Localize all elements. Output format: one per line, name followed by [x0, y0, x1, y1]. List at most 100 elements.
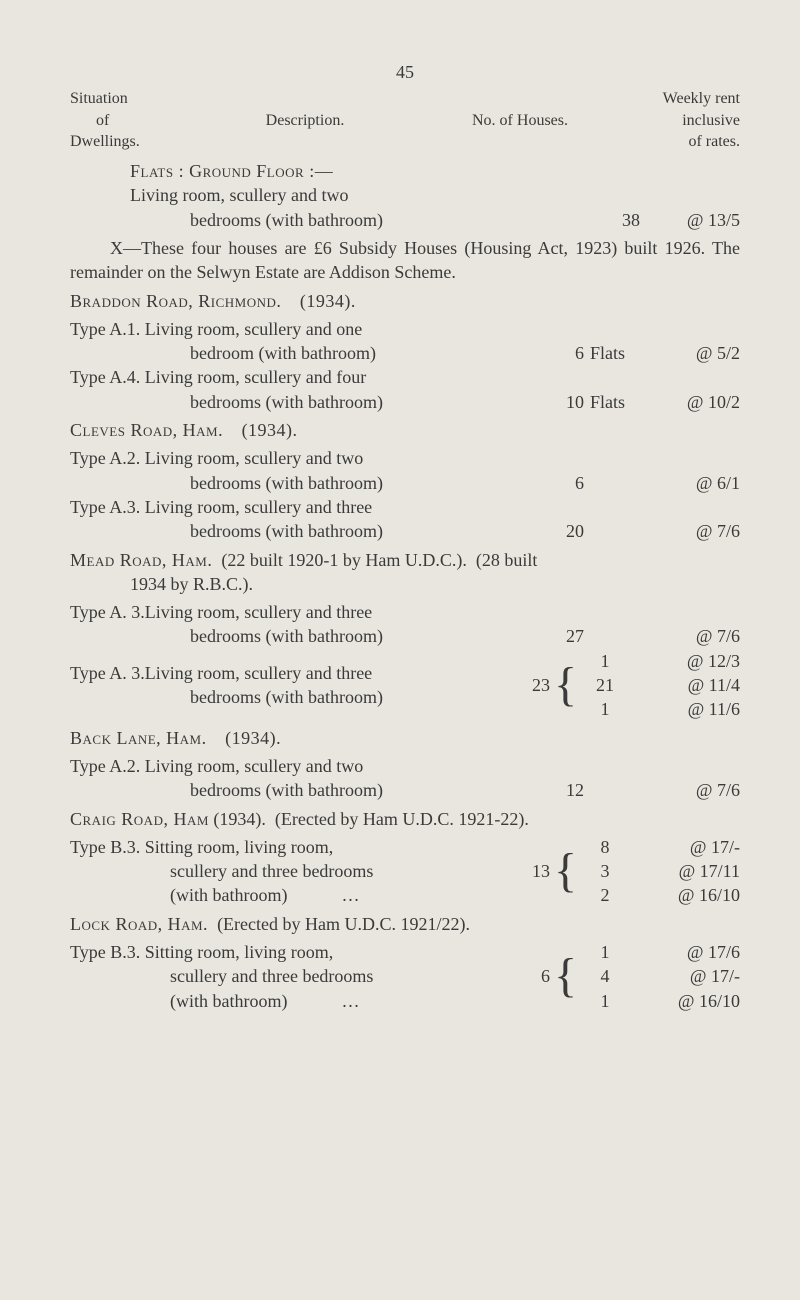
lock-b3-brace-row: Type B.3. Sitting room, living room, scu… [70, 940, 740, 1013]
cleves-a2-row: bedrooms (with bathroom) 6 @ 6/1 [70, 471, 740, 495]
back-a2-row: bedrooms (with bathroom) 12 @ 7/6 [70, 778, 740, 802]
text: bedrooms (with bathroom) [70, 624, 524, 648]
price: @ 16/10 [640, 883, 740, 907]
label: Flats [584, 390, 660, 414]
cleves-a3-line: Type A.3. Living room, scullery and thre… [70, 495, 740, 519]
mead-a3a-line: Type A. 3.Living room, scullery and thre… [70, 600, 740, 624]
mead-a3a-row: bedrooms (with bathroom) 27 @ 7/6 [70, 624, 740, 648]
price: @ 11/6 [640, 697, 740, 721]
total-count: 13 [514, 859, 554, 883]
price: @ 17/- [640, 835, 740, 859]
col-header-text: of [70, 110, 180, 132]
price: @ 5/2 [660, 341, 740, 365]
price: @ 17/11 [640, 859, 740, 883]
price-col: @ 17/- @ 17/11 @ 16/10 [640, 835, 740, 908]
val: 1 [570, 940, 640, 964]
val: 4 [570, 964, 640, 988]
brace-icon: { [554, 852, 570, 890]
flats-line: bedrooms (with bathroom) [70, 208, 580, 232]
craig-heading: Craig Road, Ham (1934). (Erected by Ham … [70, 807, 740, 831]
price: @ 17/6 [640, 940, 740, 964]
brace-icon: { [554, 957, 570, 995]
count: 20 [524, 519, 584, 543]
col-header-text: Weekly rent [610, 88, 740, 110]
val: 8 [570, 835, 640, 859]
column-headers: Situation of Dwellings. Description. No.… [70, 88, 740, 153]
price: @ 7/6 [660, 778, 740, 802]
text: Type B.3. Sitting room, living room, [70, 835, 514, 859]
price: @ 6/1 [660, 471, 740, 495]
price: @ 16/10 [640, 989, 740, 1013]
braddon-a1-line: Type A.1. Living room, scullery and one [70, 317, 740, 341]
col-header-text: Dwellings. [70, 131, 180, 153]
text: bedrooms (with bathroom) [70, 390, 524, 414]
col-header-text: of rates. [610, 131, 740, 153]
price-col: @ 12/3 @ 11/4 @ 11/6 [640, 649, 740, 722]
braddon-a4-line: Type A.4. Living room, scullery and four [70, 365, 740, 389]
text: scullery and three bedrooms [70, 964, 514, 988]
val: 2 [570, 883, 640, 907]
flats-row: bedrooms (with bathroom) 38 @ 13/5 [70, 208, 740, 232]
text: Type B.3. Sitting room, living room, [70, 940, 514, 964]
count: 12 [524, 778, 584, 802]
text: bedrooms (with bathroom) [70, 519, 524, 543]
document-page: 45 Situation of Dwellings. Description. … [0, 0, 800, 1300]
flats-line: Living room, scullery and two [70, 183, 740, 207]
price: @ 12/3 [640, 649, 740, 673]
price-col: @ 17/6 @ 17/- @ 16/10 [640, 940, 740, 1013]
vals-col: 1 21 1 [570, 649, 640, 722]
text: (with bathroom) … [70, 989, 514, 1013]
vals-col: 1 4 1 [570, 940, 640, 1013]
text: bedroom (with bathroom) [70, 341, 524, 365]
price: @ 10/2 [660, 390, 740, 414]
mead-a3b-brace-row: Type A. 3.Living room, scullery and thre… [70, 649, 740, 722]
price: @ 13/5 [640, 208, 740, 232]
vals-col: 8 3 2 [570, 835, 640, 908]
text: (with bathroom) … [70, 883, 514, 907]
price: @ 11/4 [640, 673, 740, 697]
col-header-description: Description. [180, 110, 430, 132]
text: Mead Road, Ham. [70, 550, 212, 570]
price: @ 7/6 [660, 519, 740, 543]
count: 10 [524, 390, 584, 414]
total-count: 6 [514, 964, 554, 988]
val: 1 [570, 697, 640, 721]
label: Flats [584, 341, 660, 365]
text: scullery and three bedrooms [70, 859, 514, 883]
val: 1 [570, 649, 640, 673]
total-count: 23 [514, 673, 554, 697]
count: 6 [524, 471, 584, 495]
x-paragraph: X—These four houses are £6 Subsidy House… [70, 236, 740, 285]
braddon-a4-row: bedrooms (with bathroom) 10 Flats @ 10/2 [70, 390, 740, 414]
text: Craig Road, Ham [70, 809, 209, 829]
text-col: Type B.3. Sitting room, living room, scu… [70, 940, 514, 1013]
text: bedrooms (with bathroom) [70, 778, 524, 802]
page-number: 45 [70, 60, 740, 84]
text: bedrooms (with bathroom) [70, 685, 514, 709]
col-header-text: inclusive [610, 110, 740, 132]
mead-heading: Mead Road, Ham. (22 built 1920-1 by Ham … [70, 548, 740, 597]
col-header-houses: No. of Houses. [430, 110, 610, 132]
count: 6 [524, 341, 584, 365]
price: @ 7/6 [660, 624, 740, 648]
craig-b3-brace-row: Type B.3. Sitting room, living room, scu… [70, 835, 740, 908]
brace-icon: { [554, 666, 570, 704]
cleves-a3-row: bedrooms (with bathroom) 20 @ 7/6 [70, 519, 740, 543]
col-header-text: Situation [70, 88, 180, 110]
back-a2-line: Type A.2. Living room, scullery and two [70, 754, 740, 778]
text: Lock Road, Ham. [70, 914, 208, 934]
cleves-a2-line: Type A.2. Living room, scullery and two [70, 446, 740, 470]
lock-heading: Lock Road, Ham. (Erected by Ham U.D.C. 1… [70, 912, 740, 936]
text-col: Type A. 3.Living room, scullery and thre… [70, 661, 514, 710]
col-header-rent: Weekly rent inclusive of rates. [610, 88, 740, 153]
braddon-heading: Braddon Road, Richmond. (1934). [70, 289, 740, 313]
val: 3 [570, 859, 640, 883]
count: 38 [580, 208, 640, 232]
col-header-situation: Situation of Dwellings. [70, 88, 180, 153]
text: bedrooms (with bathroom) [70, 471, 524, 495]
price: @ 17/- [640, 964, 740, 988]
text: Type A. 3.Living room, scullery and thre… [70, 661, 514, 685]
cleves-heading: Cleves Road, Ham. (1934). [70, 418, 740, 442]
braddon-a1-row: bedroom (with bathroom) 6 Flats @ 5/2 [70, 341, 740, 365]
text-col: Type B.3. Sitting room, living room, scu… [70, 835, 514, 908]
